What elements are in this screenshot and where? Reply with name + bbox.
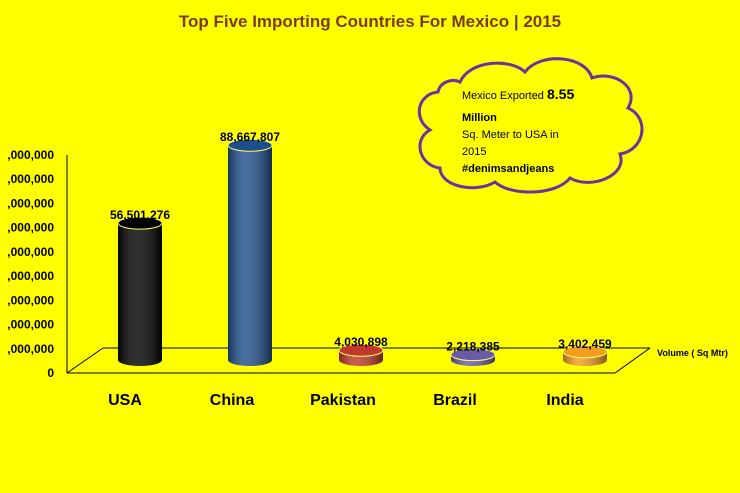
y-tick-label: ,000,000 (7, 148, 54, 162)
bar-shading (118, 223, 162, 366)
floor-right-edge (614, 347, 651, 374)
y-tick-label: ,000,000 (7, 269, 54, 283)
category-label-india: India (546, 392, 583, 409)
category-label-pakistan: Pakistan (310, 392, 376, 409)
data-label-pakistan: 4,030,898 (334, 335, 388, 349)
y-tick-label: ,000,000 (7, 342, 54, 356)
bar-china (227, 138, 273, 366)
data-label-india: 3,402,459 (558, 337, 612, 351)
data-label-brazil: 2,218,385 (446, 340, 500, 354)
chart-title: Top Five Importing Countries For Mexico … (178, 12, 562, 31)
y-tick-label: ,000,000 (7, 318, 54, 332)
data-label-usa: 56,501,276 (110, 208, 170, 222)
bar-top (338, 343, 384, 357)
y-tick-label: ,000,000 (7, 293, 54, 307)
bar-brazil (450, 348, 496, 366)
cloud-line-3: Sq. Meter to USA in (462, 129, 559, 141)
category-labels: USA China Pakistan Brazil India (108, 392, 584, 409)
category-label-china: China (210, 392, 255, 409)
bar-india (562, 345, 608, 366)
data-label-china: 88,667,807 (220, 130, 280, 144)
cloud-line-1: Mexico Exported 8.55 (462, 86, 574, 102)
callout-cloud: Mexico Exported 8.55 Million Sq. Meter t… (417, 57, 644, 194)
bar-shading (228, 145, 272, 366)
bar-top (450, 348, 496, 362)
cloud-line-5: #denimsandjeans (462, 163, 554, 175)
bar-top (117, 216, 163, 230)
bar-pakistan (338, 343, 384, 366)
y-tick-label: ,000,000 (7, 221, 54, 235)
bars (117, 138, 608, 366)
bar-usa (117, 216, 163, 366)
cloud-shape (417, 57, 644, 194)
series-axis-label: Volume ( Sq Mtr) (657, 348, 728, 358)
y-tick-label: ,000,000 (7, 172, 54, 186)
category-label-brazil: Brazil (433, 392, 477, 409)
y-tick-label: ,000,000 (7, 196, 54, 210)
bar-top (562, 345, 608, 359)
y-tick-label: 0 (47, 366, 54, 380)
y-tick-label: ,000,000 (7, 245, 54, 259)
floor-left-edge (66, 347, 104, 374)
cloud-line-2: Million (462, 112, 497, 124)
category-label-usa: USA (108, 392, 142, 409)
y-tick-labels: 0 ,000,000 ,000,000 ,000,000 ,000,000 ,000,00… (7, 148, 54, 380)
bar-top (227, 138, 273, 152)
cloud-line-4: 2015 (462, 146, 486, 158)
data-labels: 56,501,276 88,667,807 4,030,898 2,218,385 3,… (110, 130, 612, 353)
